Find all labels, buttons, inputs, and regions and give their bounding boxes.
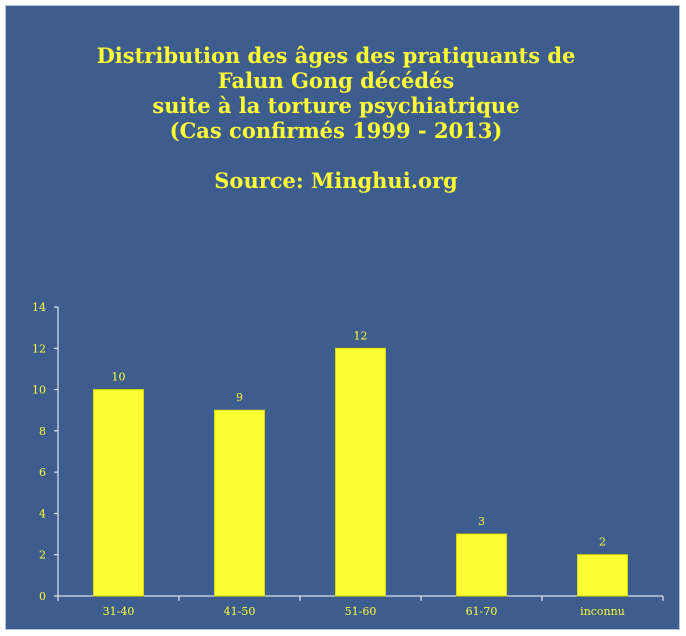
y-tick-label: 8 xyxy=(39,425,46,438)
chart-title: Distribution des âges des pratiquants de… xyxy=(6,43,666,193)
y-tick-label: 12 xyxy=(32,342,46,355)
y-tick-label: 0 xyxy=(39,590,46,603)
y-tick-label: 14 xyxy=(32,301,46,314)
bar-value-label: 12 xyxy=(354,329,368,342)
x-tick-label: 31-40 xyxy=(103,605,135,618)
y-tick-label: 6 xyxy=(39,466,46,479)
x-tick-label: 41-50 xyxy=(224,605,256,618)
title-line-2: Falun Gong décédés xyxy=(217,68,455,93)
title-line-4: (Cas confirmés 1999 - 2013) xyxy=(169,118,503,143)
x-tick-label: 61-70 xyxy=(466,605,498,618)
bar xyxy=(456,533,507,597)
y-tick-label: 4 xyxy=(39,507,46,520)
bar xyxy=(93,389,144,597)
y-tick-label: 2 xyxy=(39,549,46,562)
bar-value-label: 3 xyxy=(478,515,485,528)
bar xyxy=(335,347,386,597)
bar xyxy=(577,554,628,597)
bar-value-label: 9 xyxy=(236,391,243,404)
bar-value-label: 10 xyxy=(112,371,126,384)
x-tick-label: 51-60 xyxy=(345,605,377,618)
title-line-3: suite à la torture psychiatrique xyxy=(152,93,520,118)
bar xyxy=(214,409,265,597)
y-tick-label: 10 xyxy=(32,384,46,397)
title-line-1: Distribution des âges des pratiquants de xyxy=(96,43,576,68)
bar-value-label: 2 xyxy=(599,536,606,549)
x-tick-label: inconnu xyxy=(580,605,625,618)
chart-source: Source: Minghui.org xyxy=(214,168,458,193)
